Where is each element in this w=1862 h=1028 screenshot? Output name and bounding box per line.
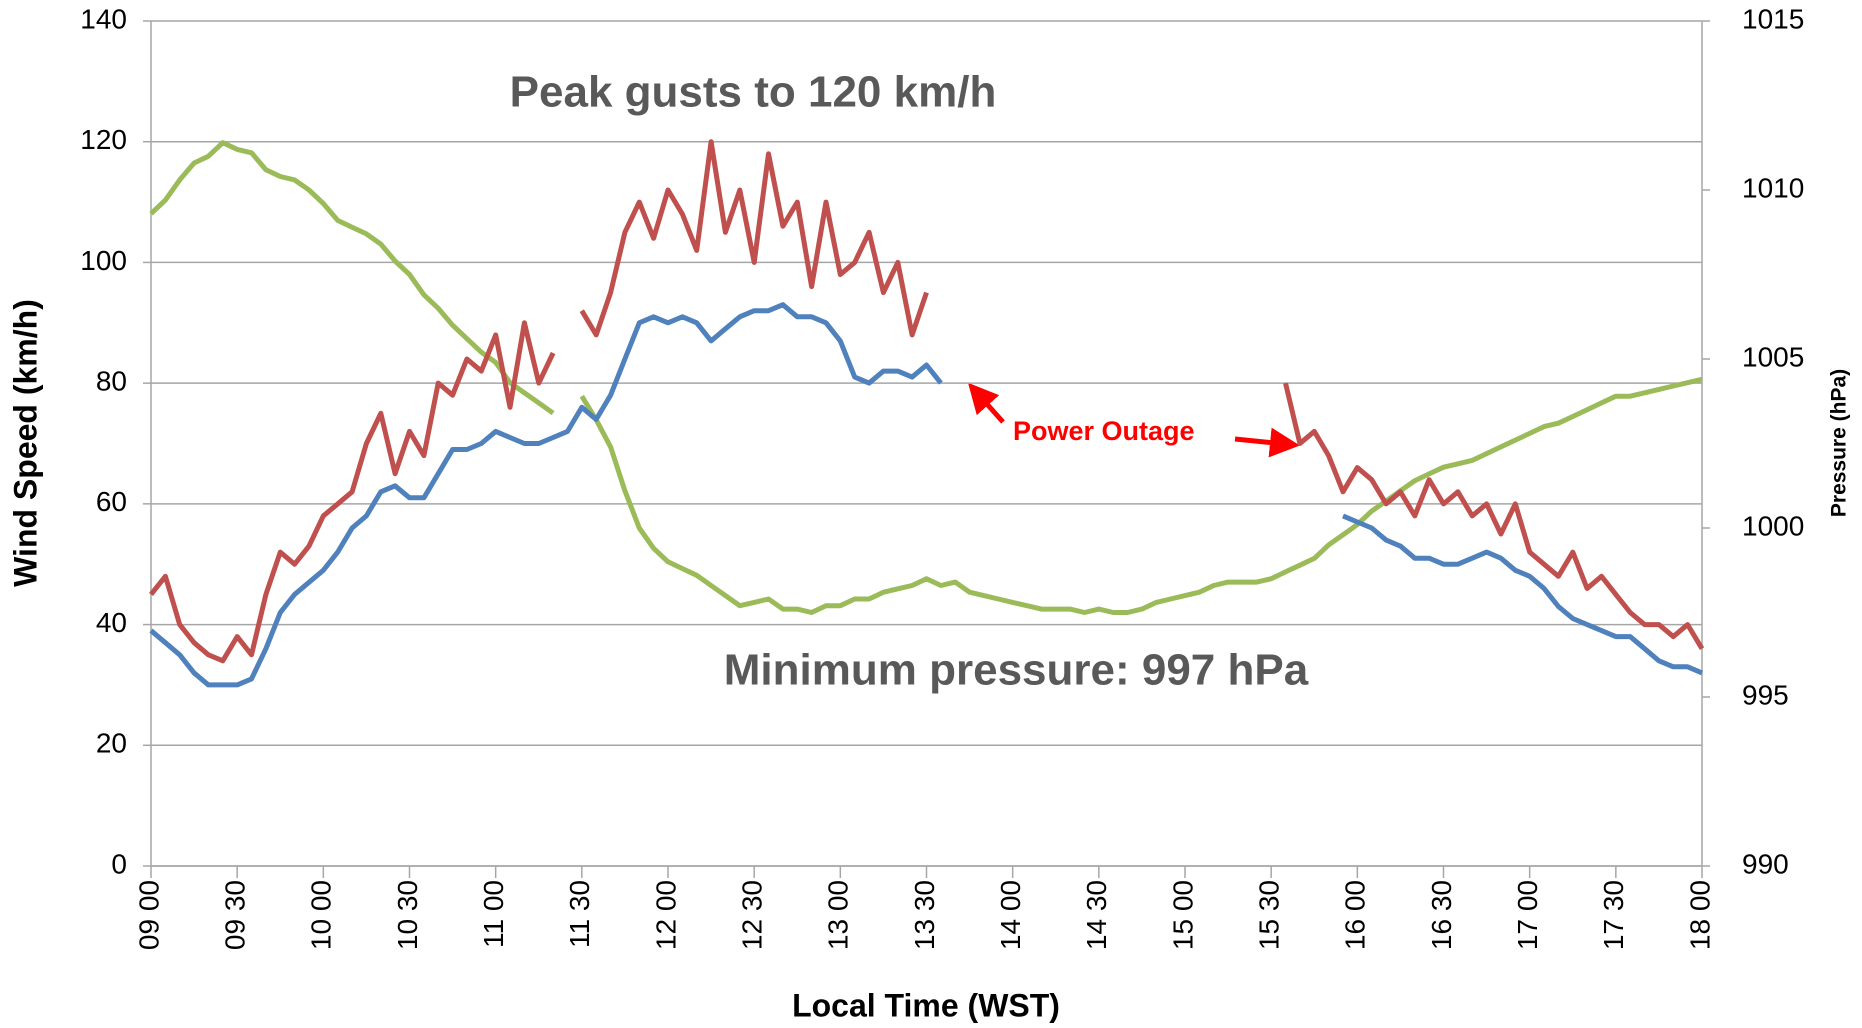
x-tick-label: 10 30 xyxy=(392,880,423,950)
x-tick-label: 12 00 xyxy=(650,880,681,950)
x-tick-label: 10 00 xyxy=(306,880,337,950)
series-line xyxy=(149,140,1703,615)
annotation: Peak gusts to 120 km/h xyxy=(510,68,997,117)
x-tick-label: 18 00 xyxy=(1684,880,1715,950)
y-tick-label: 80 xyxy=(96,366,127,397)
annotation-arrow xyxy=(1234,427,1300,458)
y-tick-label: 40 xyxy=(96,607,127,638)
x-tick-label: 09 30 xyxy=(220,880,251,950)
y-tick-label: 100 xyxy=(80,245,127,276)
y2-tick-label: 1005 xyxy=(1742,341,1804,372)
x-tick-label: 17 00 xyxy=(1512,880,1543,950)
x-tick-label: 14 00 xyxy=(995,880,1026,950)
x-tick-label: 14 30 xyxy=(1081,880,1112,950)
series-line xyxy=(149,139,1705,664)
annotation: Power Outage xyxy=(1013,416,1195,446)
y2-tick-label: 1000 xyxy=(1742,510,1804,541)
y2-tick-label: 1010 xyxy=(1742,172,1804,203)
y-axis-label: Wind Speed (km/h) xyxy=(7,299,43,587)
series-line xyxy=(149,302,1703,688)
y-tick-label: 20 xyxy=(96,728,127,759)
y-tick-label: 0 xyxy=(111,848,127,879)
x-tick-label: 16 00 xyxy=(1340,880,1371,950)
y2-tick-label: 1015 xyxy=(1742,3,1804,34)
x-tick-label: 16 30 xyxy=(1426,880,1457,950)
x-tick-label: 15 00 xyxy=(1167,880,1198,950)
x-tick-label: 13 00 xyxy=(823,880,854,950)
x-tick-label: 15 30 xyxy=(1254,880,1285,950)
x-axis-label: Local Time (WST) xyxy=(792,987,1060,1023)
x-tick-label: 09 00 xyxy=(133,880,164,950)
x-tick-label: 17 30 xyxy=(1598,880,1629,950)
x-tick-label: 12 30 xyxy=(737,880,768,950)
y2-axis-label: Pressure (hPa) xyxy=(1828,369,1851,517)
y-tick-label: 120 xyxy=(80,124,127,155)
x-tick-label: 11 30 xyxy=(564,880,595,948)
y2-tick-label: 990 xyxy=(1742,848,1789,879)
y-tick-label: 140 xyxy=(80,3,127,34)
y-tick-label: 60 xyxy=(96,486,127,517)
x-tick-label: 11 00 xyxy=(478,880,509,948)
annotation: Minimum pressure: 997 hPa xyxy=(724,646,1309,695)
x-tick-label: 13 30 xyxy=(909,880,940,950)
y2-tick-label: 995 xyxy=(1742,679,1789,710)
annotation-arrow xyxy=(968,382,1005,424)
